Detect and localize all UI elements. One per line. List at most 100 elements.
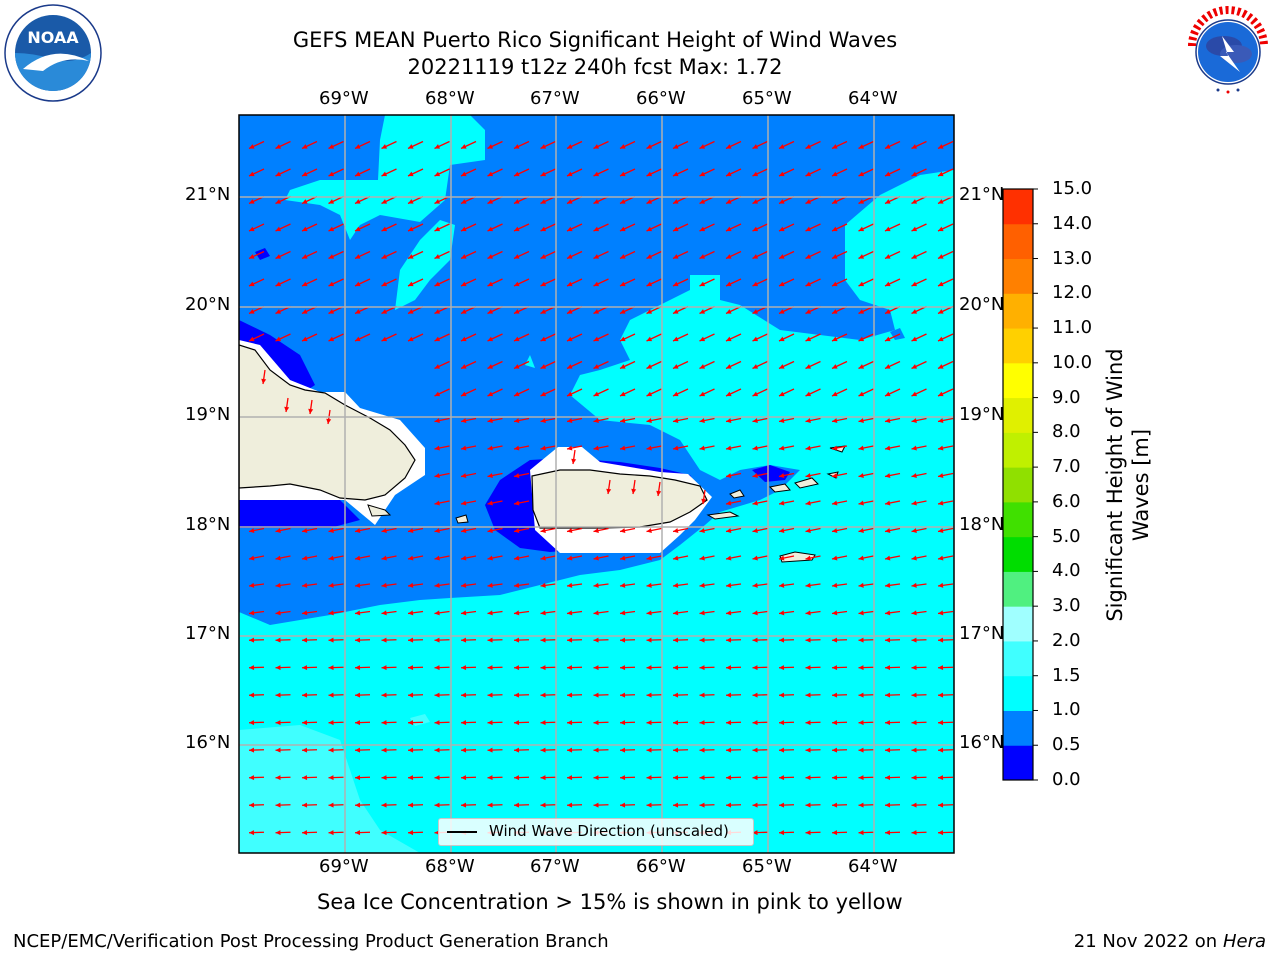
wave-direction-arrow xyxy=(778,472,795,478)
wave-direction-arrow xyxy=(460,665,477,671)
wave-direction-arrow xyxy=(619,665,636,671)
wave-direction-arrow xyxy=(487,168,503,177)
wave-direction-arrow xyxy=(460,802,477,808)
colorbar-segment xyxy=(1003,362,1033,399)
wave-direction-arrow xyxy=(646,720,662,726)
contour-0-0.5-dot xyxy=(255,248,270,260)
wave-direction-arrow xyxy=(672,555,689,561)
wave-direction-arrow xyxy=(328,278,344,287)
wave-direction-arrow xyxy=(778,637,795,643)
wave-direction-arrow xyxy=(434,140,450,150)
wave-direction-arrow xyxy=(937,140,954,150)
wave-direction-arrow xyxy=(911,278,927,287)
wave-direction-arrow xyxy=(937,333,954,342)
wave-direction-arrow xyxy=(434,775,450,781)
wave-direction-arrow xyxy=(858,250,874,260)
wave-direction-arrow xyxy=(937,278,954,287)
wave-direction-arrow xyxy=(778,747,795,753)
wave-direction-arrow xyxy=(566,775,583,781)
wave-direction-arrow xyxy=(248,278,265,287)
wave-direction-arrow xyxy=(778,610,795,616)
wave-direction-arrow xyxy=(805,417,821,423)
wave-direction-arrow xyxy=(646,555,662,561)
wave-direction-arrow xyxy=(831,582,848,588)
wave-direction-arrow xyxy=(593,582,609,588)
wave-direction-arrow xyxy=(752,472,768,478)
wave-direction-arrow xyxy=(699,527,715,533)
wave-direction-arrow xyxy=(434,472,450,478)
wave-direction-arrow xyxy=(460,360,477,370)
wave-direction-arrow xyxy=(354,278,371,287)
wave-direction-arrow xyxy=(831,692,848,698)
wave-direction-arrow xyxy=(884,610,901,616)
wave-direction-arrow xyxy=(778,168,795,177)
wave-direction-arrow xyxy=(646,250,662,260)
wave-direction-arrow xyxy=(699,775,715,781)
wave-direction-arrow xyxy=(434,637,450,643)
wave-direction-arrow xyxy=(884,360,901,370)
wave-direction-arrow xyxy=(381,333,397,342)
footer-date-text: 21 Nov 2022 on xyxy=(1073,931,1218,952)
colorbar-segment xyxy=(1003,258,1033,294)
wave-direction-arrow xyxy=(805,388,821,397)
wave-direction-arrow xyxy=(937,168,954,177)
wave-direction-arrow xyxy=(540,637,556,643)
wave-direction-arrow xyxy=(328,333,344,342)
wave-direction-arrow xyxy=(487,278,503,287)
wave-direction-arrow xyxy=(460,720,477,726)
wave-direction-arrow xyxy=(831,445,848,451)
wave-direction-arrow xyxy=(656,481,662,497)
wave-direction-arrow xyxy=(275,802,291,808)
wave-direction-arrow xyxy=(699,278,715,287)
wave-direction-arrow xyxy=(513,278,530,287)
wave-direction-arrow xyxy=(328,223,344,232)
wave-direction-arrow xyxy=(540,665,556,671)
wave-direction-arrow xyxy=(275,610,291,616)
wave-direction-arrow xyxy=(937,527,954,533)
wave-direction-arrow xyxy=(911,720,927,726)
wave-direction-arrow xyxy=(646,417,662,423)
wave-direction-arrow xyxy=(937,500,954,506)
lon-label-top: 65°W xyxy=(742,88,792,109)
lat-label-right: 16°N xyxy=(959,732,1005,753)
wave-direction-arrow xyxy=(593,388,609,397)
colorbar-tick-label: 14.0 xyxy=(1052,212,1093,234)
wave-direction-arrow xyxy=(434,168,450,177)
wave-direction-arrow xyxy=(884,582,901,588)
chart-title: GEFS MEAN Puerto Rico Significant Height… xyxy=(292,28,898,52)
wave-direction-arrow xyxy=(275,140,291,150)
wave-direction-arrow xyxy=(752,582,768,588)
lon-label-top: 67°W xyxy=(530,88,580,109)
wave-direction-arrow xyxy=(593,223,609,232)
wave-direction-arrow xyxy=(752,168,768,177)
wave-direction-arrow xyxy=(699,445,715,451)
wave-direction-arrow xyxy=(434,527,450,533)
wave-direction-arrow xyxy=(407,775,424,781)
wave-direction-arrow xyxy=(778,500,795,506)
wave-direction-arrow xyxy=(328,692,344,698)
wave-direction-arrow xyxy=(460,333,477,342)
wave-direction-arrow xyxy=(752,747,768,753)
wave-direction-arrow xyxy=(487,223,503,232)
wave-direction-arrow xyxy=(831,333,848,342)
wave-direction-arrow xyxy=(778,830,795,836)
wave-direction-arrow xyxy=(672,360,689,370)
wave-direction-arrow xyxy=(725,250,742,260)
wave-direction-arrow xyxy=(725,610,742,616)
wave-direction-arrow xyxy=(699,582,715,588)
wave-direction-arrow xyxy=(752,140,768,150)
wave-direction-arrow xyxy=(725,747,742,753)
wave-direction-arrow xyxy=(884,168,901,177)
wave-direction-arrow xyxy=(699,333,715,342)
wave-direction-arrow xyxy=(725,555,742,561)
lon-label-bottom: 69°W xyxy=(319,856,369,877)
wave-direction-arrow xyxy=(858,360,874,370)
colorbar-tick-label: 8.0 xyxy=(1052,421,1081,443)
wave-direction-arrow xyxy=(328,140,344,150)
wave-direction-arrow xyxy=(831,278,848,287)
nws-logo xyxy=(1180,4,1276,100)
wave-direction-arrow xyxy=(858,610,874,616)
noaa-logo: NOAA xyxy=(4,4,102,102)
wave-direction-arrow xyxy=(884,140,901,150)
wave-direction-arrow xyxy=(937,582,954,588)
